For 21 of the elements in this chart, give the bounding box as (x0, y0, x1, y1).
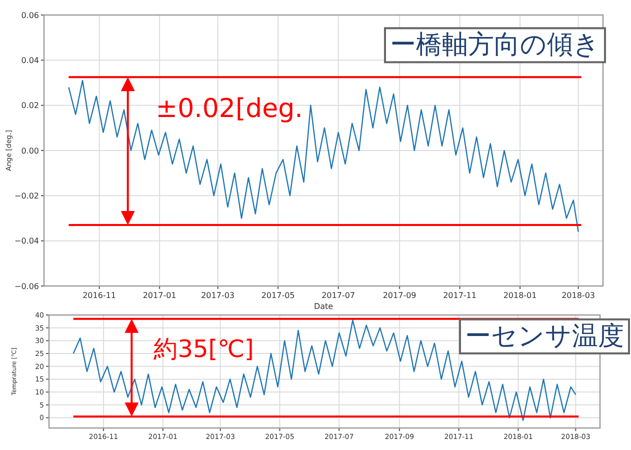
x-axis-title: Date (314, 302, 334, 311)
x-tick-label: 2018-03 (562, 291, 596, 300)
y-tick-label: −0.06 (14, 282, 39, 291)
y-tick-label: 0.04 (21, 56, 39, 65)
annotation: ーセンサ温度 (465, 321, 624, 352)
x-tick-label: 2017-03 (201, 291, 235, 300)
y-tick-label: 0.00 (21, 146, 39, 156)
x-tick-label: 2017-01 (142, 291, 176, 300)
annotation: 約35[℃] (154, 335, 254, 364)
x-tick-label: 2017-07 (322, 291, 356, 300)
y-tick-label: −0.04 (14, 236, 39, 246)
annotation: ー橋軸方向の傾き (390, 30, 600, 60)
y-tick-label: −0.02 (14, 191, 39, 200)
x-tick-label: 2018-01 (503, 291, 537, 300)
x-tick-label: 2016-11 (82, 291, 116, 300)
annotation: ±0.02[deg. (156, 94, 303, 124)
x-tick-label: 2017-09 (382, 291, 416, 300)
x-tick-label: 2017-05 (261, 291, 295, 300)
y-tick-label: 0.06 (21, 10, 39, 20)
x-tick-label: 2017-11 (443, 291, 477, 300)
y-tick-label: 0.02 (21, 101, 39, 110)
